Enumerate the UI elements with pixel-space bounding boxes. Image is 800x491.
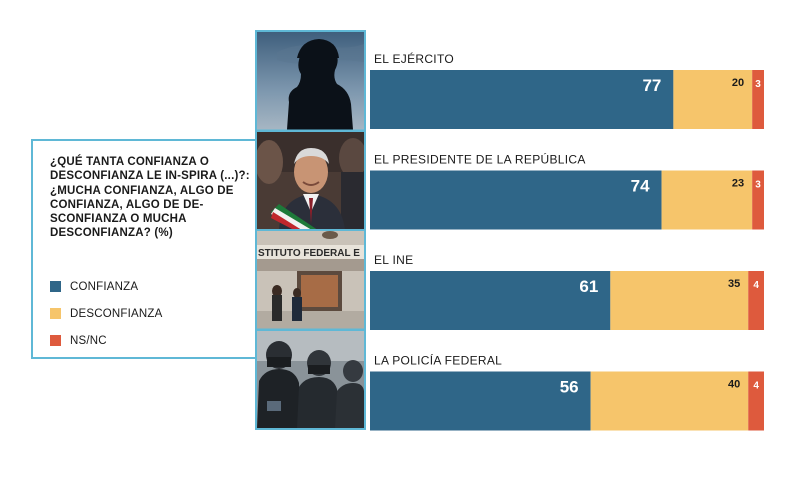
legend-item-nsnc: NS/NC <box>50 327 163 354</box>
stacked-bar-chart: EL EJÉRCITO 77 20 3 EL PRESIDENTE DE LA REPÚ… <box>370 51 764 431</box>
legend-label: DESCONFIANZA <box>70 307 163 320</box>
data-label: 3 <box>755 79 761 90</box>
data-label: 20 <box>732 77 744 89</box>
legend: CONFIANZA DESCONFIANZA NS/NC <box>50 273 163 354</box>
category-label: EL PRESIDENTE DE LA REPÚBLICA <box>374 152 586 167</box>
legend-swatch <box>50 335 61 346</box>
category-label: EL INE <box>374 253 413 267</box>
bar-segment-confianza <box>370 271 611 330</box>
data-label: 4 <box>753 381 759 392</box>
data-label: 74 <box>631 177 650 196</box>
bar-segment-confianza <box>370 371 591 431</box>
legend-label: NS/NC <box>70 334 107 347</box>
data-label: 77 <box>642 76 661 95</box>
bar-segment-desconfianza <box>610 271 749 330</box>
data-label: 35 <box>728 278 740 290</box>
category-label: LA POLICÍA FEDERAL <box>374 353 502 368</box>
legend-item-confianza: CONFIANZA <box>50 273 163 300</box>
data-label: 40 <box>728 379 740 391</box>
bar-segment-ns-nc <box>748 271 764 330</box>
legend-label: CONFIANZA <box>70 280 139 293</box>
legend-swatch <box>50 281 61 292</box>
bar-segment-confianza <box>370 170 662 230</box>
bar-segment-confianza <box>370 70 674 129</box>
police-photo <box>257 330 364 428</box>
bar-segment-ns-nc <box>752 70 764 129</box>
bar-segment-ns-nc <box>748 371 764 431</box>
legend-swatch <box>50 308 61 319</box>
data-label: 4 <box>753 280 759 291</box>
photo-column: STITUTO FEDERAL E <box>255 30 366 430</box>
bar-segment-desconfianza <box>590 371 749 431</box>
question-text: ¿QUÉ TANTA CONFIANZA O DESCONFIANZA LE I… <box>50 156 250 240</box>
ine-sign-text: STITUTO FEDERAL E <box>258 248 360 259</box>
bar-segment-desconfianza <box>661 170 753 230</box>
data-label: 56 <box>560 378 579 397</box>
bar-segment-desconfianza <box>673 70 753 129</box>
data-label: 3 <box>755 180 761 191</box>
ine-building-photo: STITUTO FEDERAL E <box>257 231 364 329</box>
legend-item-desconfianza: DESCONFIANZA <box>50 300 163 327</box>
question-box: ¿QUÉ TANTA CONFIANZA O DESCONFIANZA LE I… <box>31 139 257 359</box>
soldier-photo <box>257 32 364 130</box>
category-label: EL EJÉRCITO <box>374 51 454 66</box>
bar-segment-ns-nc <box>752 170 764 230</box>
data-label: 23 <box>732 178 744 190</box>
data-label: 61 <box>579 277 598 296</box>
president-photo <box>257 131 364 229</box>
